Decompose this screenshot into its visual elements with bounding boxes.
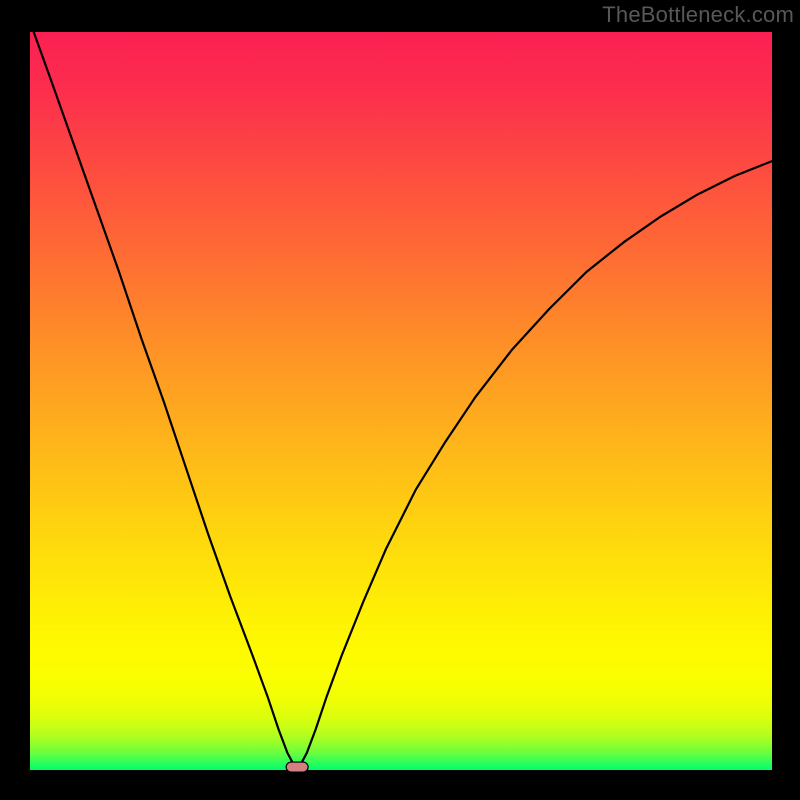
chart-container: TheBottleneck.com <box>0 0 800 800</box>
minimum-marker <box>286 762 308 772</box>
watermark-text: TheBottleneck.com <box>602 2 794 28</box>
plot-background <box>30 32 772 770</box>
bottleneck-chart <box>0 0 800 800</box>
